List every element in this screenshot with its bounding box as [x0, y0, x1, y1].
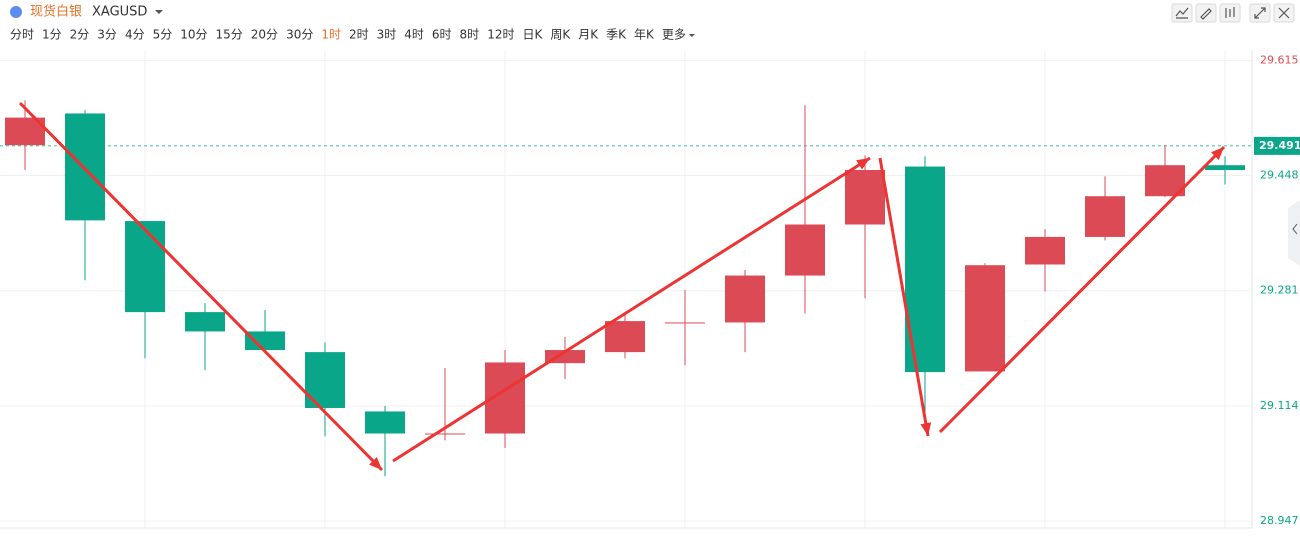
timeframe-button[interactable]: 4分 — [125, 28, 145, 42]
timeframe-button[interactable]: 15分 — [216, 28, 243, 42]
dropdown-caret[interactable] — [155, 10, 163, 14]
icon — [1254, 7, 1266, 19]
candle-body — [605, 321, 645, 353]
timeframe-button[interactable]: 3时 — [377, 28, 397, 42]
y-tick-label: 29.281 — [1260, 284, 1299, 297]
candle-body — [1025, 236, 1065, 265]
icon-button[interactable] — [1195, 3, 1217, 23]
candle-body — [125, 221, 165, 313]
timeframe-button[interactable]: 更多 — [662, 28, 686, 42]
annotation-arrowhead — [1211, 147, 1224, 160]
timeframe-button[interactable]: 3分 — [97, 28, 117, 42]
timeframe-button[interactable]: 4时 — [404, 28, 424, 42]
timeframe-button[interactable]: 12时 — [487, 28, 514, 42]
timeframe-button[interactable]: 年K — [634, 28, 655, 42]
y-tick-label: 29.448 — [1260, 169, 1299, 182]
candle-body — [185, 312, 225, 332]
y-tick-label: 28.947 — [1260, 514, 1299, 527]
y-tick-label: 29.615 — [1260, 53, 1299, 66]
candle-body — [1205, 165, 1245, 171]
annotation-arrowhead — [920, 422, 932, 436]
candle-body — [365, 411, 405, 434]
vertical-grid — [144, 50, 1226, 528]
timeframe-button[interactable]: 1时 — [321, 28, 341, 42]
timeframe-button[interactable]: 10分 — [180, 28, 207, 42]
instrument-name[interactable]: 现货白银 — [30, 4, 82, 20]
timeframe-button[interactable]: 30分 — [286, 28, 313, 42]
candle-body — [425, 433, 465, 435]
timeframe-button[interactable]: 8时 — [460, 28, 480, 42]
icon — [1278, 7, 1290, 19]
timeframe-button[interactable]: 分时 — [10, 28, 34, 42]
annotation-arrowhead — [856, 158, 870, 170]
timeframe-button[interactable]: 1分 — [42, 28, 62, 42]
timeframe-button[interactable]: 2时 — [349, 28, 369, 42]
timeframe-button[interactable]: 20分 — [251, 28, 278, 42]
candle-body — [245, 331, 285, 351]
icon — [1175, 7, 1189, 19]
timeframe-button[interactable]: 6时 — [432, 28, 452, 42]
candle-body — [665, 322, 705, 324]
instrument-symbol[interactable]: XAGUSD — [92, 5, 147, 20]
timeframe-button[interactable]: 月K — [578, 28, 599, 42]
timeframe-button[interactable]: 季K — [606, 28, 627, 42]
timeframe-button[interactable]: 2分 — [70, 28, 90, 42]
side-handle-icon — [1292, 223, 1298, 235]
side-handle[interactable] — [1288, 200, 1300, 266]
annotation-arrow — [18, 101, 384, 472]
candle-body — [785, 224, 825, 276]
last-price-label: 29.491 — [1259, 139, 1300, 152]
candle-body — [965, 265, 1005, 372]
annotation-arrow — [938, 145, 1226, 434]
dropdown-caret — [688, 34, 695, 37]
timeframe-button[interactable]: 5分 — [153, 28, 173, 42]
last-price-box — [1254, 136, 1300, 155]
instrument-icon — [10, 6, 22, 18]
annotation-arrowhead — [369, 456, 382, 470]
y-tick-label: 29.114 — [1260, 399, 1299, 412]
timeframe-button[interactable]: 日K — [522, 28, 543, 42]
timeframe-button[interactable]: 周K — [550, 28, 571, 42]
annotation-arrow — [878, 157, 930, 437]
toolbar-icons — [1171, 3, 1295, 23]
candle-body — [725, 275, 765, 323]
icon — [1200, 8, 1212, 20]
candle-body — [845, 170, 885, 225]
candle-body — [1085, 196, 1125, 237]
icon — [1225, 7, 1235, 18]
candle-body — [545, 350, 585, 364]
annotation-arrow — [392, 156, 871, 463]
